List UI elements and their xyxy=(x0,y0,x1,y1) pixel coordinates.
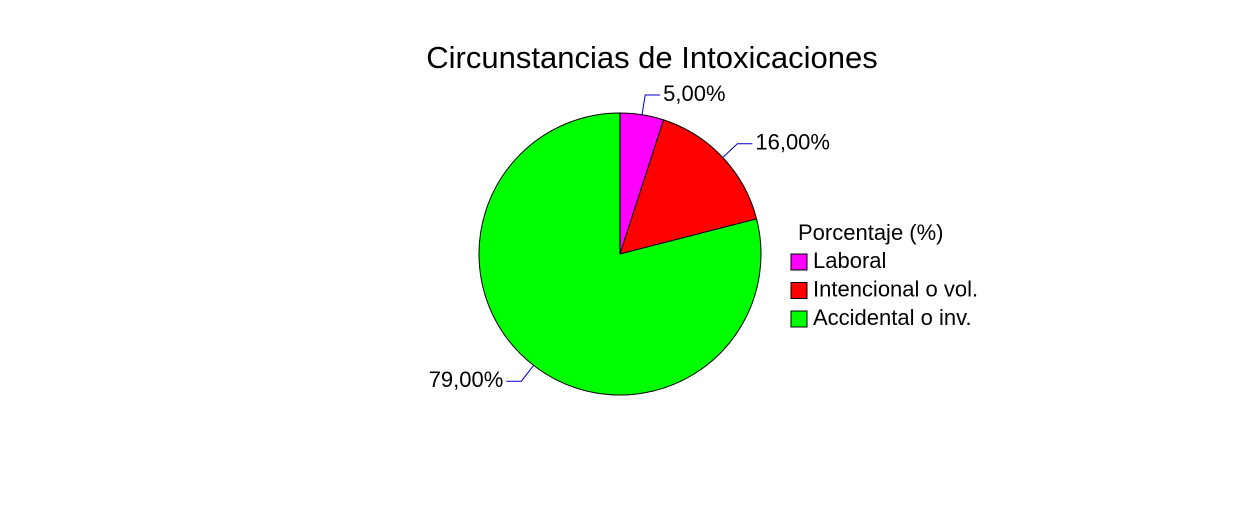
leader-line xyxy=(722,143,753,158)
leader-line xyxy=(506,365,534,382)
pie-slice xyxy=(619,119,758,255)
legend-swatch xyxy=(790,310,808,328)
value-label: 16,00% xyxy=(755,130,830,155)
value-label: 5,00% xyxy=(663,81,725,106)
legend-swatch xyxy=(790,282,808,299)
legend-swatch xyxy=(790,253,808,271)
legend-label: Laboral xyxy=(813,248,886,273)
leader-line xyxy=(641,94,661,115)
pie-slice xyxy=(478,112,762,396)
value-label: 79,00% xyxy=(429,367,504,392)
legend-title: Porcentaje (%) xyxy=(798,220,944,245)
legend-label: Accidental o inv. xyxy=(813,305,972,330)
chart-title: Circunstancias de Intoxicaciones xyxy=(426,40,877,75)
legend-label: Intencional o vol. xyxy=(813,276,978,301)
